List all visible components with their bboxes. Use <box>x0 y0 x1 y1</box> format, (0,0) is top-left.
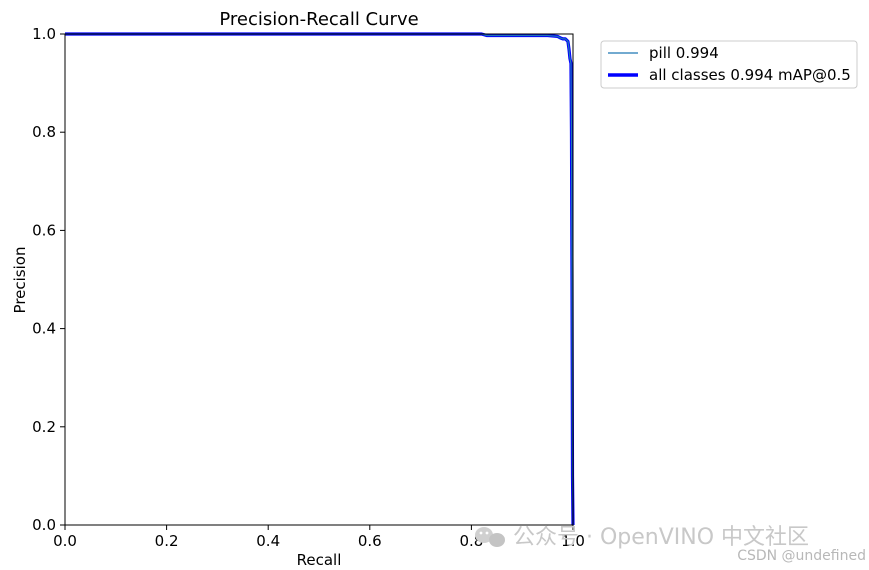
ticks-layer: 0.0 0.2 0.4 0.6 0.8 1.00.00.20.40.60.81.0 <box>32 25 585 550</box>
watermark: 公众号 · OpenVINO 中文社区 CSDN @undefined <box>475 525 866 564</box>
y-tick-label: 0.8 <box>32 123 56 141</box>
series-line-pill <box>65 33 574 526</box>
y-tick-label: 0.6 <box>32 221 56 239</box>
watermark-credit: CSDN @undefined <box>737 548 866 564</box>
x-tick-label: 1.0 <box>561 532 585 550</box>
y-axis-title: Precision <box>11 247 29 314</box>
x-tick-label: 0.6 <box>358 532 382 550</box>
x-axis-title: Recall <box>297 551 342 569</box>
y-tick-label: 0.2 <box>32 418 56 436</box>
x-tick-label: 0.2 <box>155 532 179 550</box>
watermark-text: 公众号 · OpenVINO 中文社区 <box>513 525 809 550</box>
legend: pill 0.994 all classes 0.994 mAP@0.5 <box>600 40 858 89</box>
y-tick-label: 1.0 <box>32 25 56 43</box>
chart-title: Precision-Recall Curve <box>219 9 418 30</box>
wechat-icon <box>475 527 505 547</box>
legend-label-all-classes: all classes 0.994 mAP@0.5 <box>649 66 851 84</box>
x-tick-label: 0.0 <box>53 532 77 550</box>
y-tick-label: 0.4 <box>32 320 56 338</box>
plot-frame <box>64 33 574 526</box>
x-tick-label: 0.4 <box>256 532 280 550</box>
legend-frame <box>600 40 858 89</box>
legend-label-pill: pill 0.994 <box>649 44 719 62</box>
y-tick-label: 0.0 <box>32 516 56 534</box>
series-line-all-classes <box>65 32 575 526</box>
series-layer <box>65 32 575 526</box>
